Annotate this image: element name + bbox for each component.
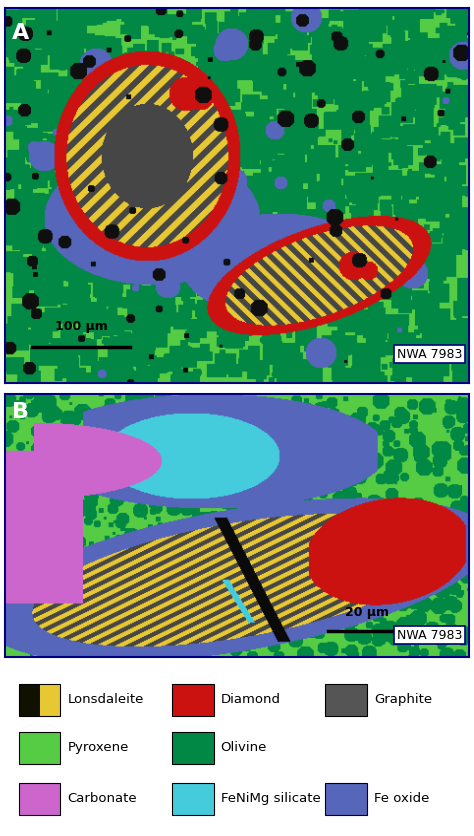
Text: 20 μm: 20 μm	[346, 606, 389, 619]
Bar	[172, 732, 214, 764]
Text: 100 μm: 100 μm	[55, 320, 108, 333]
Text: Diamond: Diamond	[221, 693, 281, 706]
Text: Olivine: Olivine	[221, 742, 267, 754]
Text: NWA 7983: NWA 7983	[397, 629, 462, 641]
Bar	[18, 783, 61, 815]
Text: Lonsdaleite: Lonsdaleite	[67, 693, 144, 706]
Bar	[18, 684, 61, 716]
Bar	[18, 732, 61, 764]
Bar	[325, 684, 367, 716]
Bar	[172, 783, 214, 815]
Text: Pyroxene: Pyroxene	[67, 742, 129, 754]
Bar	[39, 684, 61, 716]
Text: NWA 7983: NWA 7983	[397, 348, 462, 361]
Text: Carbonate: Carbonate	[67, 793, 137, 805]
Text: B: B	[12, 402, 29, 422]
Text: Graphite: Graphite	[374, 693, 432, 706]
Bar	[325, 783, 367, 815]
Text: FeNiMg silicate: FeNiMg silicate	[221, 793, 320, 805]
Bar	[18, 684, 39, 716]
Text: A: A	[12, 23, 29, 43]
Text: Fe oxide: Fe oxide	[374, 793, 429, 805]
Bar	[172, 684, 214, 716]
